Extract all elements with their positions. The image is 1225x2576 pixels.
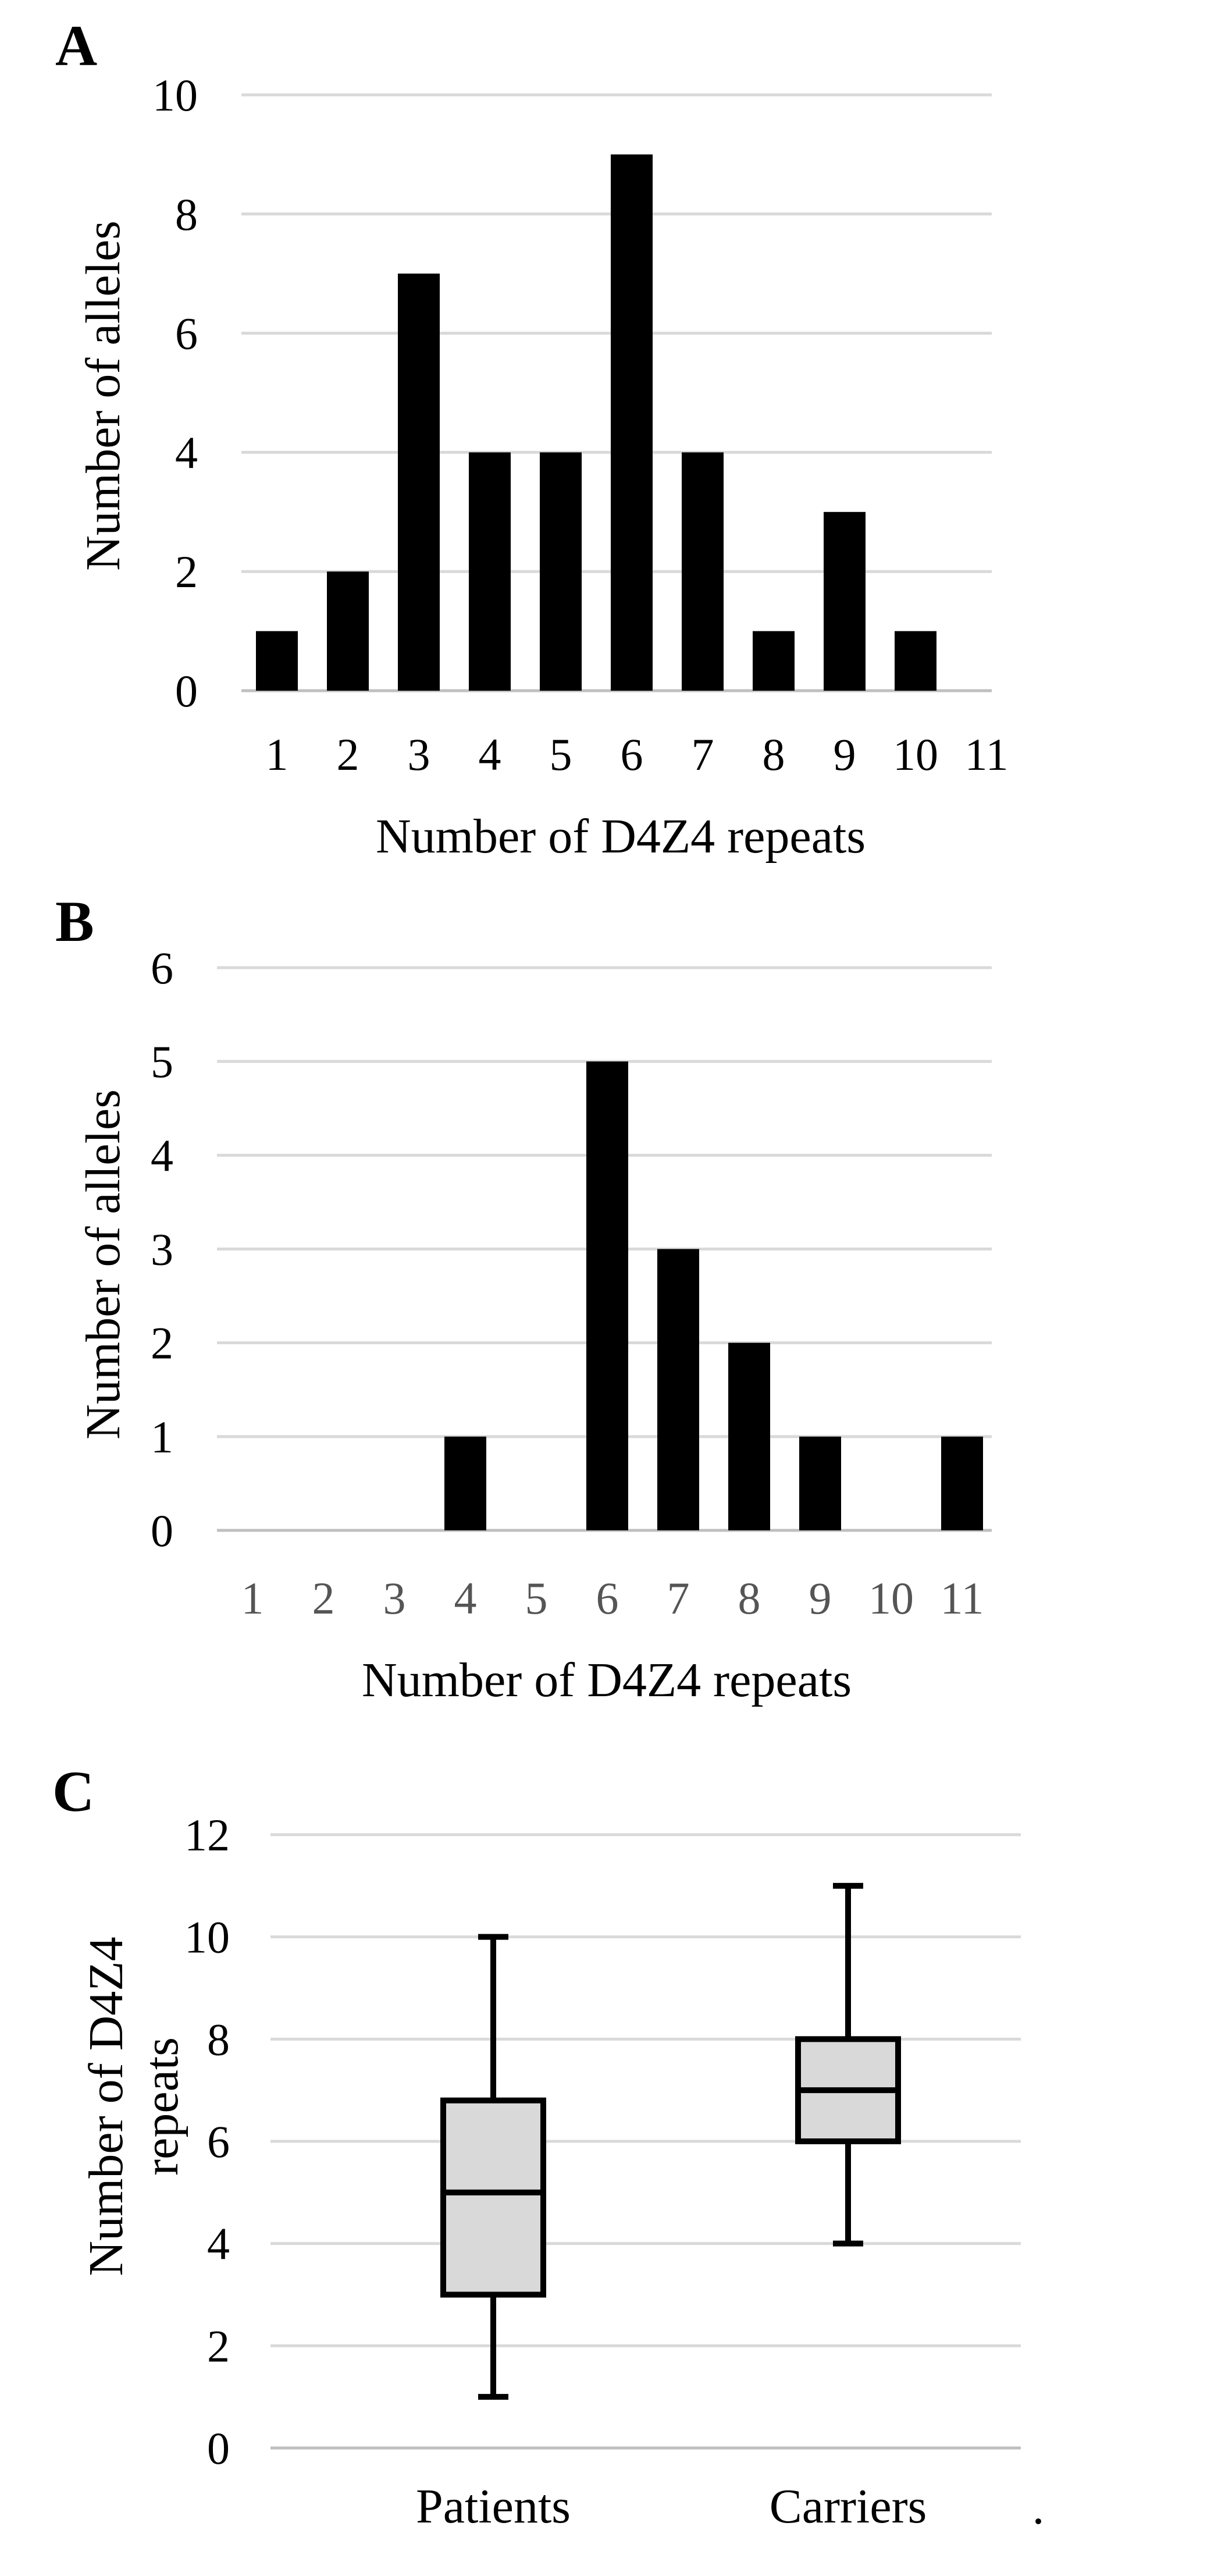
panel-c-y-axis-title-line-2: repeats [134,2037,188,2176]
panel-a-letter: A [55,13,97,78]
panel-c-gridlines [270,1833,1021,2450]
x-tick-label: 4 [454,1573,477,1623]
y-tick-label: 2 [151,1318,173,1369]
y-tick-label: 2 [175,546,198,597]
y-tick-label: 8 [175,189,198,240]
box-carriers [795,1882,901,2247]
category-label-patients: Patients [416,2479,571,2534]
y-tick-label: 6 [151,943,173,993]
bar-1 [256,631,298,691]
panel-c-category-labels: Patients Carriers [416,2479,927,2534]
bar-9 [824,511,866,691]
y-tick-label: 6 [207,2116,230,2167]
panel-c-y-tick-labels: 0 2 4 6 8 10 12 [184,1810,230,2474]
bar-8 [728,1342,770,1530]
x-tick-label: 2 [312,1573,335,1623]
y-tick-label: 3 [151,1224,173,1275]
x-tick-label: 1 [241,1573,264,1623]
y-tick-label: 8 [207,2014,230,2065]
x-tick-label: 5 [525,1573,548,1623]
panel-b-x-axis-title: Number of D4Z4 repeats [362,1653,852,1707]
bar-6 [611,154,653,691]
bar-2 [327,571,369,691]
x-tick-label: 1 [266,729,289,780]
x-tick-label: 7 [692,729,714,780]
panel-b-x-tick-labels: 1 2 3 4 5 6 7 8 9 10 11 [241,1573,984,1623]
panel-a-y-axis-title: Number of alleles [76,221,130,571]
y-tick-label: 0 [207,2423,230,2474]
y-tick-label: 12 [184,1810,230,1860]
x-tick-label: 7 [667,1573,690,1623]
x-tick-label: 4 [479,729,501,780]
bar-7 [682,452,724,691]
x-tick-label: 8 [738,1573,761,1623]
panel-b-y-tick-labels: 0 1 2 3 4 5 6 [151,943,173,1556]
panel-a-bars [256,154,936,691]
x-tick-label: 11 [964,729,1008,780]
x-tick-label: 9 [834,729,856,780]
bar-8 [753,631,795,691]
trailing-period: . [1032,2481,1045,2535]
panel-b-y-axis-title: Number of alleles [76,1089,130,1440]
y-tick-label: 6 [175,308,198,359]
x-tick-label: 11 [940,1573,984,1623]
box-patients [440,1934,546,2400]
x-tick-label: 6 [621,729,643,780]
x-tick-label: 2 [337,729,359,780]
y-tick-label: 4 [175,427,198,478]
y-tick-label: 10 [152,70,198,120]
panel-b-bars [444,1061,983,1530]
bar-11 [941,1436,983,1530]
bar-4 [469,452,511,691]
x-tick-label: 3 [383,1573,406,1623]
x-tick-label: 8 [763,729,785,780]
panel-b-letter: B [55,889,94,954]
bar-5 [540,452,582,691]
y-tick-label: 4 [151,1130,173,1181]
panel-c-y-axis-title-line-1: Number of D4Z4 [79,1937,133,2276]
panel-c: C 0 2 4 6 8 10 12 Patients Carriers Number of D… [52,1759,1045,2535]
bar-3 [398,273,440,691]
panel-c-letter: C [52,1759,94,1824]
category-label-carriers: Carriers [770,2479,927,2534]
y-tick-label: 4 [207,2219,230,2269]
y-tick-label: 0 [175,666,198,716]
bar-10 [895,631,936,691]
x-tick-label: 9 [809,1573,832,1623]
panel-a-x-axis-title: Number of D4Z4 repeats [376,809,866,864]
y-tick-label: 0 [151,1505,173,1556]
panel-a-y-tick-labels: 0 2 4 6 8 10 [152,70,198,716]
x-tick-label: 3 [408,729,430,780]
panel-c-boxes [440,1882,901,2400]
bar-9 [799,1436,841,1530]
x-tick-label: 6 [596,1573,619,1623]
x-tick-label: 10 [893,729,938,780]
y-tick-label: 2 [207,2321,230,2371]
bar-4 [444,1436,486,1530]
y-tick-label: 10 [184,1912,230,1963]
x-tick-label: 5 [550,729,572,780]
iqr-box [440,2097,546,2298]
panel-a-x-tick-labels: 1 2 3 4 5 6 7 8 9 10 11 [266,729,1009,780]
bar-7 [657,1249,699,1530]
y-tick-label: 1 [151,1412,173,1462]
x-tick-label: 10 [868,1573,914,1623]
bar-6 [586,1061,628,1530]
y-tick-label: 5 [151,1036,173,1087]
